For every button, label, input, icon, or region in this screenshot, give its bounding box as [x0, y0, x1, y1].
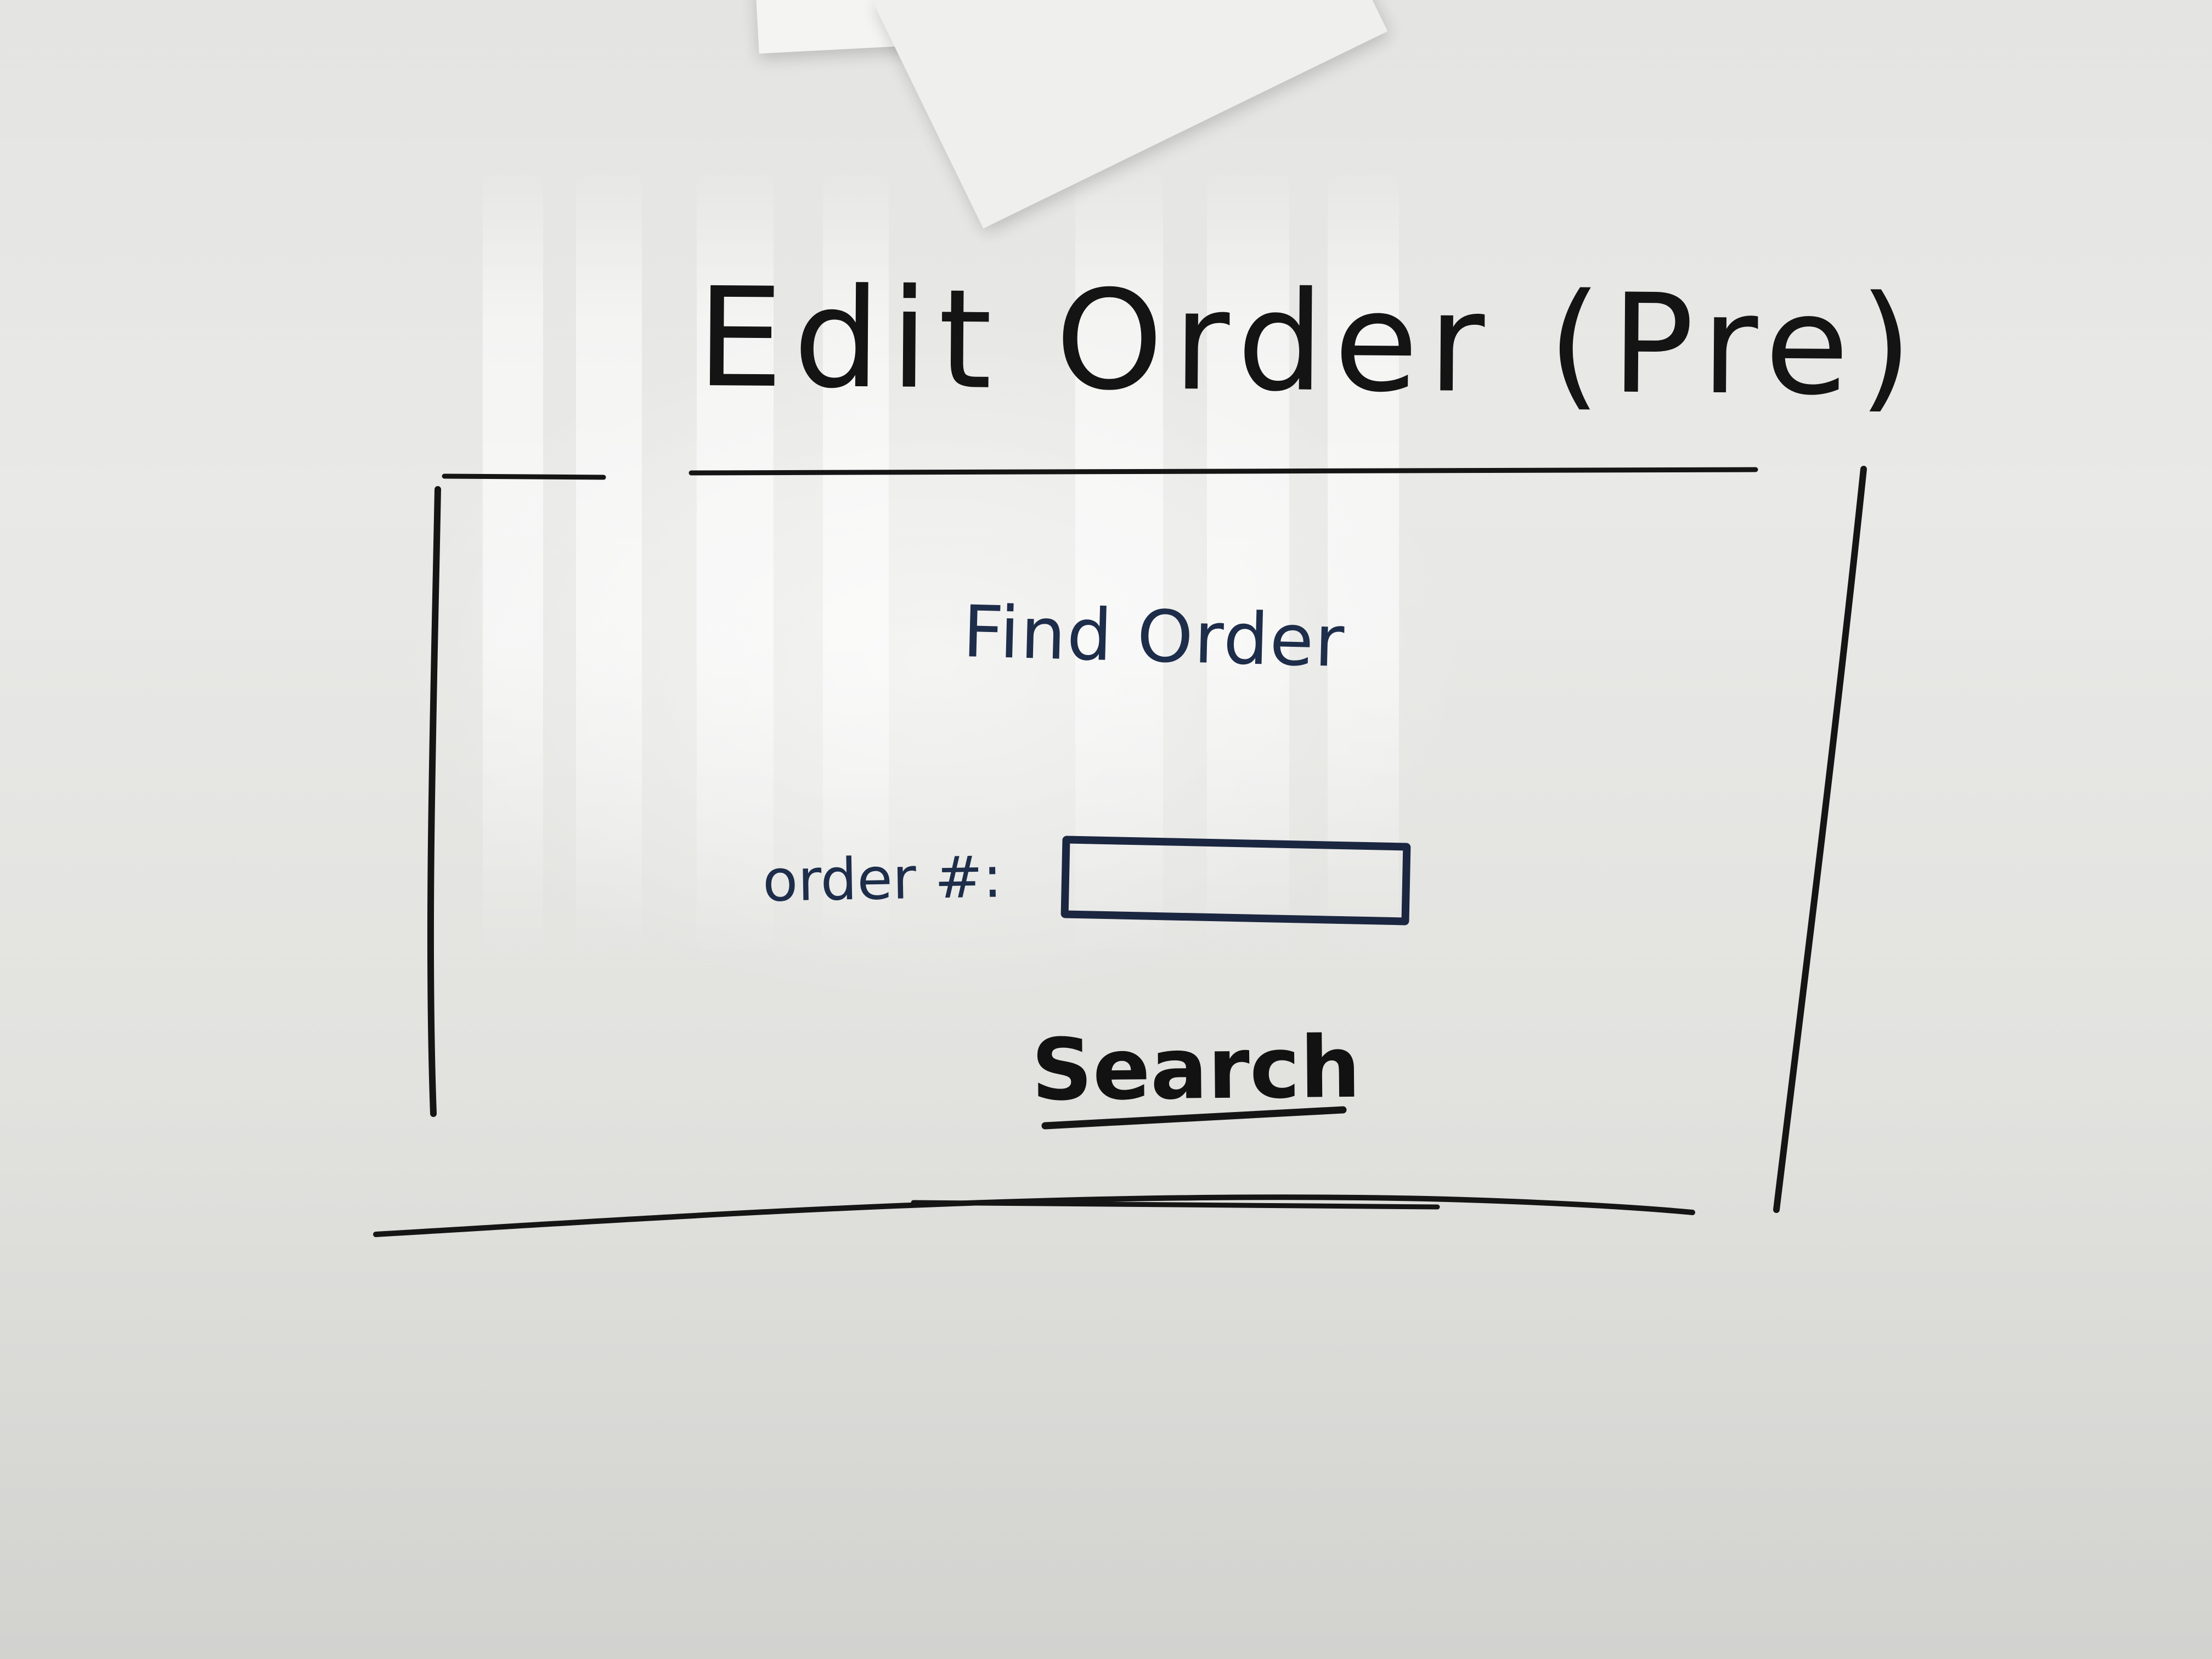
- glare-stripe: [483, 165, 543, 960]
- glare-stripe: [1328, 165, 1399, 960]
- glare-stripe: [576, 165, 642, 960]
- glare-stripe: [1075, 165, 1163, 960]
- glare-stripe: [1207, 165, 1289, 960]
- find-order-heading: Find Order: [962, 590, 1346, 684]
- page-title: Edit Order (Pre): [696, 258, 1923, 426]
- order-number-input[interactable]: [1060, 836, 1411, 926]
- search-button[interactable]: Search: [1031, 1017, 1361, 1120]
- order-number-label: order #:: [761, 843, 1003, 915]
- glare-stripe: [697, 165, 774, 960]
- glare-stripe: [823, 165, 889, 960]
